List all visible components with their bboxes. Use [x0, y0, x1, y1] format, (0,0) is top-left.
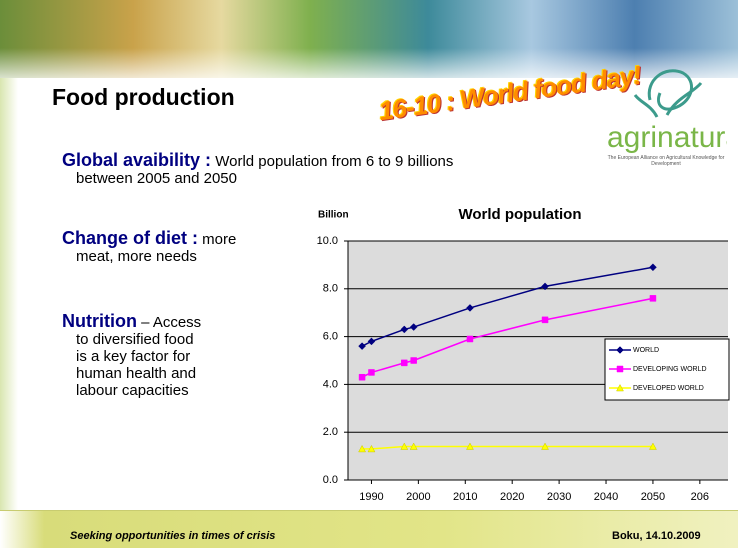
- bullet: Change of diet : more meat, more needs: [62, 228, 237, 265]
- bullet-head: Change of diet :: [62, 228, 198, 248]
- data-point: [649, 295, 657, 302]
- legend-label: WORLD: [633, 347, 659, 354]
- data-point: [409, 323, 418, 331]
- data-point: [368, 369, 375, 376]
- logo: agrinatura The European Alliance on Agri…: [607, 69, 727, 167]
- y-tick-label: 0.0: [323, 474, 338, 486]
- bullet: Nutrition – Access to diversified food i…: [62, 311, 202, 399]
- logo-name: agrinatura: [607, 121, 727, 154]
- x-tick-label: 2010: [453, 491, 477, 503]
- data-point: [367, 444, 376, 453]
- x-tick-label: 2020: [500, 491, 524, 503]
- x-tick-label: 2050: [641, 491, 665, 503]
- bullet-head: Nutrition: [62, 311, 137, 331]
- legend-marker: [616, 365, 624, 373]
- bullet-text: – Access: [141, 314, 202, 331]
- data-point: [649, 263, 657, 272]
- data-point: [409, 442, 418, 450]
- x-tick-label: 206: [691, 491, 709, 503]
- data-point: [649, 442, 657, 450]
- x-tick-label: 2040: [594, 491, 618, 503]
- y-tick-label: 8.0: [323, 283, 338, 295]
- footer-bar: [0, 510, 738, 548]
- chart-title: World population: [458, 206, 581, 223]
- bullet-text: is a key factor for: [76, 348, 191, 365]
- data-point: [466, 335, 474, 343]
- data-point: [541, 282, 549, 291]
- bullet: Global avaibility : World population fro…: [62, 150, 454, 187]
- x-tick-label: 1990: [359, 491, 383, 503]
- logo-tagline: The European Alliance on Agricultural Kn…: [607, 155, 725, 167]
- data-point: [410, 357, 417, 364]
- legend-marker: [616, 383, 624, 392]
- slide-title: Food production: [52, 84, 235, 110]
- bullet-text: human health and: [76, 365, 197, 382]
- x-tick-label: 2000: [406, 491, 430, 503]
- legend-label: DEVELOPED WORLD: [633, 385, 704, 392]
- data-point: [401, 359, 408, 367]
- data-point: [466, 304, 474, 312]
- bullet-head: Global avaibility :: [62, 150, 212, 170]
- chart: Billion World population 0.0 2.0 4.0 6.0 8.0…: [317, 206, 730, 503]
- bullet-text: to diversified food: [76, 331, 194, 348]
- banner-fade: [0, 48, 738, 88]
- left-strip: [0, 78, 18, 510]
- bullet-text: World population from 6 to 9 billions: [215, 153, 454, 170]
- y-tick-label: 10.0: [317, 235, 338, 247]
- data-point: [466, 442, 474, 450]
- data-point: [541, 442, 549, 450]
- y-tick-label: 4.0: [323, 378, 338, 390]
- data-point: [367, 337, 376, 346]
- data-point: [400, 442, 409, 450]
- y-axis-label: Billion: [318, 210, 349, 221]
- data-point: [358, 373, 366, 381]
- bullet-text: labour capacities: [76, 382, 189, 399]
- data-point: [541, 316, 549, 324]
- legend-label: DEVELOPING WORLD: [633, 366, 707, 373]
- y-tick-label: 6.0: [323, 331, 338, 343]
- footer-left: Seeking opportunities in times of crisis: [70, 530, 276, 542]
- y-tick-label: 2.0: [323, 426, 338, 438]
- bullet-text: between 2005 and 2050: [76, 170, 237, 187]
- legend-marker: [616, 346, 624, 354]
- footer-right: Boku, 14.10.2009: [612, 530, 701, 542]
- bullet-text: more: [202, 231, 237, 248]
- bullet-text: meat, more needs: [76, 248, 197, 265]
- data-point: [358, 342, 366, 351]
- data-point: [358, 444, 366, 453]
- data-point: [400, 325, 409, 334]
- x-tick-label: 2030: [547, 491, 571, 503]
